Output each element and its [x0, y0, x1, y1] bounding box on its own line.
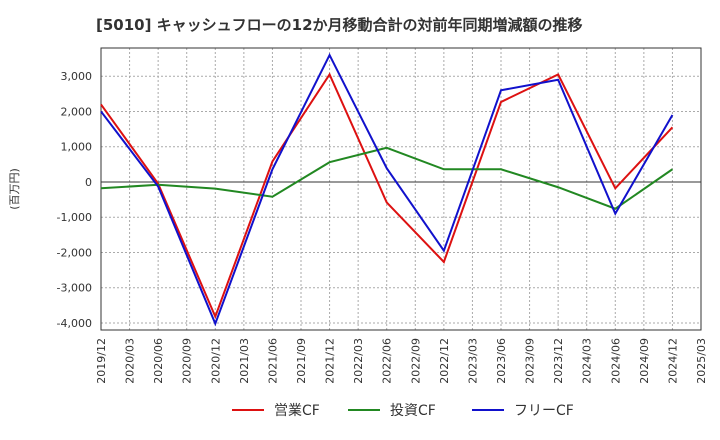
legend: 営業CF 投資CF フリーCF: [232, 403, 574, 419]
y-tick-label: -3,000: [57, 282, 92, 295]
series-lines: [100, 52, 674, 327]
series-line: [100, 146, 673, 210]
y-tick-label: 0: [85, 176, 92, 189]
x-tick-label: 2024/06: [609, 338, 622, 384]
x-tick-label: 2021/03: [238, 338, 251, 384]
y-tick-label: 2,000: [61, 105, 93, 118]
x-tick-label: 2024/09: [638, 338, 651, 384]
y-tick-label: -2,000: [57, 246, 92, 259]
x-tick-label: 2020/09: [181, 338, 194, 384]
x-tick-label: 2023/12: [552, 338, 565, 384]
legend-label: 営業CF: [274, 403, 320, 419]
y-tick-label: 3,000: [61, 70, 93, 83]
x-tick-label: 2022/09: [409, 338, 422, 384]
y-tick-label: -4,000: [57, 317, 92, 330]
y-tick-label: 1,000: [61, 141, 93, 154]
x-tick-label: 2023/03: [466, 338, 479, 384]
x-tick-label: 2022/03: [352, 338, 365, 384]
series-line: [100, 52, 674, 327]
x-tick-label: 2024/12: [666, 338, 679, 384]
chart-title: [5010] キャッシュフローの12か月移動合計の対前年同期増減額の推移: [96, 16, 583, 34]
y-axis-ticks: -4,000 -3,000 -2,000 -1,000 0 1,000 2,000 3,000: [57, 70, 92, 330]
y-tick-label: -1,000: [57, 211, 92, 224]
x-tick-label: 2021/12: [324, 338, 337, 384]
x-tick-label: 2020/12: [209, 338, 222, 384]
x-tick-label: 2023/09: [524, 338, 537, 384]
legend-label: 投資CF: [390, 403, 436, 419]
x-tick-label: 2023/06: [495, 338, 508, 384]
x-tick-label: 2020/06: [152, 338, 165, 384]
x-tick-label: 2025/03: [695, 338, 708, 384]
gridlines: [100, 48, 702, 330]
legend-label: フリーCF: [514, 403, 574, 419]
series-line: [100, 72, 674, 320]
x-tick-label: 2022/12: [438, 338, 451, 384]
y-axis-label: (百万円): [8, 168, 21, 210]
x-tick-label: 2021/09: [295, 338, 308, 384]
x-axis-ticks: 2019/12 2020/03 2020/06 2020/09 2020/12 2021/…: [95, 338, 708, 384]
x-tick-label: 2021/06: [266, 338, 279, 384]
x-tick-label: 2019/12: [95, 338, 108, 384]
plot-area-frame: [100, 47, 702, 331]
x-tick-label: 2024/03: [581, 338, 594, 384]
x-tick-label: 2020/03: [124, 338, 137, 384]
x-tick-label: 2022/06: [381, 338, 394, 384]
